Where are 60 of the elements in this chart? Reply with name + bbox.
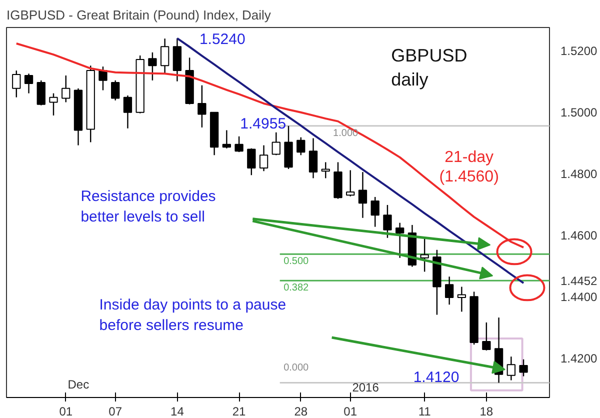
candlestick [296,136,306,156]
candlestick [482,322,491,352]
candlestick [444,276,454,306]
text: GBPUSD daily [391,46,468,90]
y-tick-label: 1.5000 [560,106,598,120]
candlestick [457,286,466,312]
candlestick [111,80,120,101]
annotation: Inside day points to a pause before sellers resume [99,296,286,334]
y-tick-label: 1.4600 [560,228,598,243]
y-tick-label: 1.4200 [560,352,598,366]
candlestick [62,74,70,103]
annotation: 1.5240 [199,30,246,48]
x-tick-label: 01 [344,404,358,418]
candlestick [36,80,46,106]
y-tick-label: 1.4400 [560,290,598,304]
x-tick-label: 11 [418,404,432,418]
candlestick [98,66,108,91]
candlestick [506,356,516,381]
x-tick-label: 18 [480,404,494,418]
annotation: 1.000 [333,128,359,139]
annotation: (1.4560) [439,168,499,186]
series-label: 21-day [444,148,494,166]
candlestick [198,84,206,128]
candlestick [308,138,318,179]
candlestick [272,132,280,156]
annotation: 1.4120 [413,369,460,386]
candlestick [519,358,528,377]
y-tick-label: 1.5200 [560,44,598,58]
x-tick-label: 21 [232,404,246,418]
y-tick-label: 1.4452 [560,274,598,288]
candlestick [370,196,380,228]
candlestick [12,70,21,98]
annotation: 0.382 [284,282,310,294]
annotation: 0.000 [284,362,310,374]
candlestick [259,144,268,172]
x-tick-label: 28 [294,404,308,418]
y-tick-label: 1.4800 [560,167,598,182]
annotation: Resistance provides better levels to sell [80,188,216,226]
candlestick [123,94,132,129]
candlestick [172,38,182,82]
annotation: 2016 [352,380,380,394]
annotation: 1.4955 [240,115,286,132]
candlestick [396,222,404,258]
candlestick [234,136,244,153]
candlestick [148,52,157,81]
chart-title: IGBPUSD - Great Britain (Pound) Index, Daily [6,8,272,22]
candlestick [222,130,232,149]
candlestick [420,236,429,272]
candlestick [247,148,256,176]
candlestick [383,204,392,238]
candlestick [346,170,355,197]
candlestick [49,92,58,116]
candlestick [358,171,368,218]
x-tick-label: 14 [170,404,184,418]
annotation: Dec [68,378,90,392]
candlestick [160,38,170,74]
x-tick-label: 07 [108,404,122,418]
x-tick-label: 01 [59,404,73,418]
candlestick [24,73,34,94]
annotation: 0.500 [284,256,310,268]
